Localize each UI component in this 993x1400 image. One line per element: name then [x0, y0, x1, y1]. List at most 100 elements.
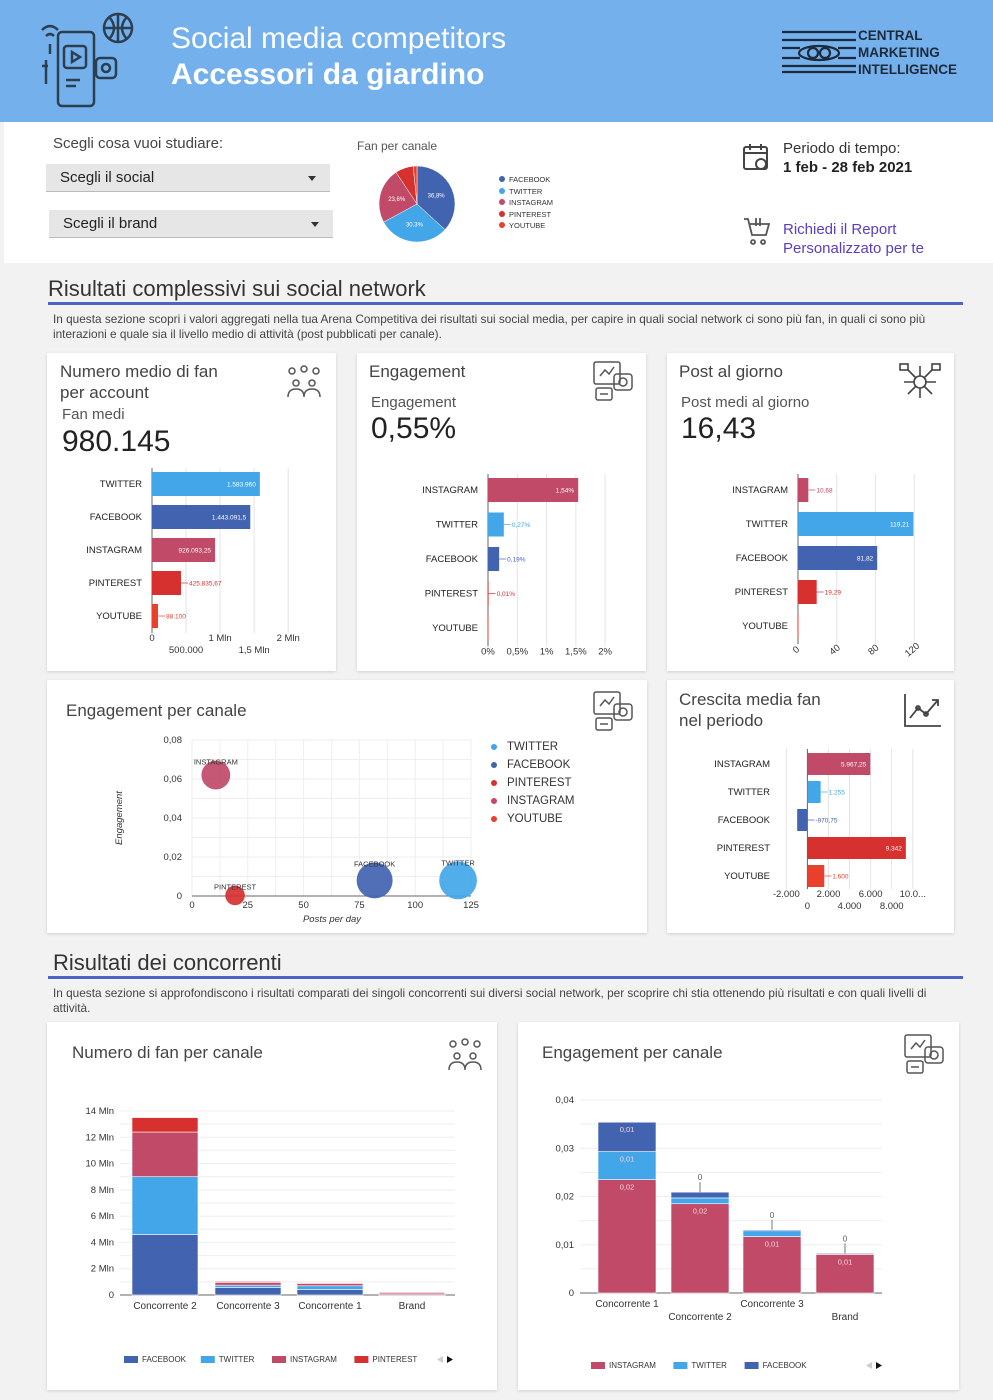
- bar-twitter: [488, 512, 504, 537]
- bar-value-label: 10,68: [816, 488, 833, 495]
- link-line: Personalizzato per te: [783, 240, 924, 257]
- cmi-logo-icon: [782, 30, 856, 74]
- network-icon: [899, 363, 941, 398]
- category-label: INSTAGRAM: [732, 485, 788, 496]
- title-line: per account: [60, 383, 149, 402]
- bar-youtube: [798, 614, 799, 638]
- scatter-card: [47, 680, 647, 933]
- title-line: Numero medio di fan: [60, 362, 218, 381]
- request-report-link[interactable]: Richiedi il Report Personalizzato per te: [783, 220, 924, 258]
- scatter-legend: TWITTER FACEBOOK PINTEREST INSTAGRAM YOUTUBE: [491, 738, 575, 828]
- x-tick-label: 0: [805, 901, 810, 912]
- bar-youtube: [807, 865, 825, 887]
- kpi-fan-label: Fan medi: [62, 406, 125, 423]
- y-tick-label: 0,02: [556, 1192, 575, 1203]
- bar-segment-pinterest: [131, 1117, 199, 1133]
- x-tick-label: -2.000: [773, 889, 800, 900]
- x-tick-label: 1,5%: [565, 647, 587, 658]
- category-label: TWITTER: [100, 479, 142, 490]
- x-tick-label: 0%: [481, 647, 495, 658]
- segment-label: 0,02: [693, 1207, 708, 1216]
- social-engagement-icon: [904, 1034, 944, 1074]
- bar-twitter: [807, 781, 821, 803]
- legend-swatch: [591, 1362, 605, 1369]
- x-category-label: Concorrente 3: [740, 1299, 804, 1310]
- kpi-engagement-title: Engagement: [369, 362, 466, 381]
- x-axis-label: Posts per day: [303, 914, 362, 925]
- y-tick-label: 2 Mln: [91, 1264, 114, 1275]
- engagement-scatter-chart: 0 25 50 75 100 125 0 0,02 0,04 0,06 0,08 Posts per …: [114, 735, 479, 925]
- category-label: PINTEREST: [717, 843, 771, 854]
- x-tick-label: 0,5%: [506, 647, 528, 658]
- category-label: TWITTER: [436, 520, 478, 531]
- bar-value-label: -970,75: [815, 818, 837, 825]
- brand-dropdown[interactable]: Scegli il brand: [49, 210, 333, 238]
- legend-item: PINTEREST: [491, 774, 575, 792]
- legend-label: PINTEREST: [507, 777, 572, 789]
- bubble-label: FACEBOOK: [354, 859, 395, 868]
- link-line: Richiedi il Report: [783, 221, 897, 238]
- bar-value-label: 926.093,25: [179, 548, 212, 555]
- controls-panel: [4, 122, 993, 263]
- category-label: FACEBOOK: [736, 553, 789, 564]
- legend-label: TWITTER: [507, 741, 559, 753]
- section1-title: Risultati complessivi sui social network: [48, 276, 426, 301]
- legend-label: FACEBOOK: [763, 1361, 808, 1370]
- section1-description: In questa sezione scopri i valori aggreg…: [53, 312, 926, 341]
- bar-value-label: 119,21: [890, 522, 910, 529]
- y-tick-label: 0,01: [556, 1240, 575, 1251]
- social-dropdown[interactable]: Scegli il social: [46, 164, 330, 192]
- bar-segment-facebook: [815, 1253, 875, 1255]
- legend-label: INSTAGRAM: [290, 1355, 337, 1364]
- pie-slice-label: 30,3%: [406, 223, 424, 229]
- x-tick-label: 120: [903, 641, 922, 660]
- kpi-post-value: 16,43: [681, 412, 757, 445]
- category-label: YOUTUBE: [742, 621, 788, 632]
- legend-label: TWITTER: [691, 1361, 727, 1370]
- x-tick-label: 100: [407, 900, 423, 911]
- period-value: 1 feb - 28 feb 2021: [783, 159, 913, 176]
- bar-value-label: 1,54%: [556, 488, 575, 495]
- bar-segment-facebook: [214, 1287, 282, 1296]
- bar-instagram: [488, 478, 579, 502]
- section1-divider: [48, 302, 963, 305]
- y-tick-label: 8 Mln: [91, 1185, 114, 1196]
- bar-youtube: [488, 616, 489, 640]
- segment-label: 0: [698, 1173, 703, 1182]
- bar-segment-twitter: [131, 1176, 199, 1235]
- legend-swatch: [499, 176, 505, 182]
- segment-label: 0: [770, 1211, 775, 1220]
- bar-pinterest: [488, 581, 489, 606]
- y-tick-label: 12 Mln: [85, 1132, 114, 1143]
- bar-facebook: [152, 505, 251, 529]
- segment-label: 0: [843, 1234, 848, 1243]
- bubble-label: TWITTER: [441, 859, 475, 868]
- comp-fan-stacked-chart: 0 2 Mln 4 Mln 6 Mln 8 Mln 10 Mln 12 Mln 14 Mln C…: [85, 1106, 455, 1364]
- x-tick-label: 2.000: [817, 889, 841, 900]
- bar-segment-facebook: [597, 1121, 657, 1152]
- kpi-post-label: Post medi al giorno: [681, 394, 810, 411]
- category-label: INSTAGRAM: [86, 545, 142, 556]
- legend-item: FACEBOOK: [499, 174, 553, 186]
- legend-label: INSTAGRAM: [509, 198, 554, 207]
- x-category-label: Concorrente 1: [298, 1301, 362, 1312]
- dashboard-title: Social media competitors: [171, 22, 507, 55]
- chevron-down-icon: [311, 222, 319, 231]
- bubble-label: PINTEREST: [214, 883, 257, 892]
- y-tick-label: 0: [177, 891, 182, 902]
- bar-segment-instagram: [597, 1179, 657, 1294]
- period-label: Periodo di tempo:: [783, 140, 901, 157]
- x-tick-label: 6.000: [859, 889, 883, 900]
- legend-swatch: [744, 1362, 759, 1369]
- section2-title: Risultati dei concorrenti: [53, 950, 282, 975]
- legend-label: YOUTUBE: [507, 813, 563, 825]
- fan-per-canale-pie: 36,8% 30,3% 23,6%: [378, 165, 456, 243]
- growth-title: Crescita media fan nel periodo: [679, 689, 821, 731]
- header-banner: Social media competitors Accessori da gi…: [0, 0, 993, 122]
- legend-label: INSTAGRAM: [507, 795, 575, 807]
- bar-value-label: 0,27%: [512, 522, 531, 529]
- legend-prev-icon: [437, 1356, 443, 1363]
- growth-card: [667, 680, 954, 933]
- x-tick-label: 1 Mln: [208, 633, 231, 644]
